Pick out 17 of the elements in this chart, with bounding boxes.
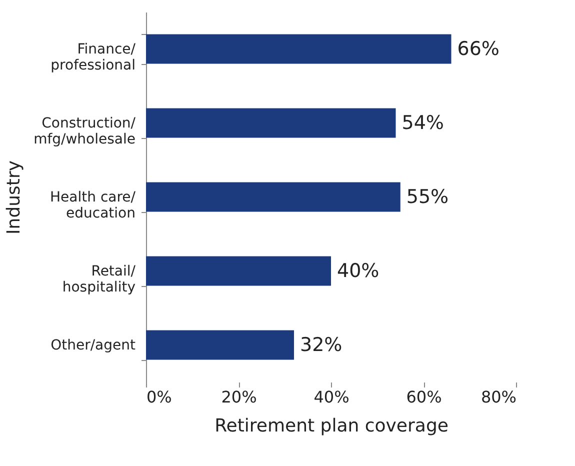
- x-tick-label: 80%: [480, 388, 516, 406]
- x-tick-label: 60%: [406, 388, 442, 406]
- y-tick-label: Retail/ hospitality: [62, 264, 136, 296]
- y-tick-label: Construction/ mfg/wholesale: [34, 116, 136, 148]
- y-tick-label: Health care/ education: [50, 190, 136, 222]
- y-tick-label: Finance/ professional: [50, 42, 136, 74]
- y-axis-title: Industry: [4, 160, 25, 235]
- x-tick-label: 0%: [146, 388, 172, 406]
- x-tick-label: 20%: [221, 388, 257, 406]
- data-label: 66%: [457, 38, 500, 60]
- x-tick-label: 40%: [314, 388, 350, 406]
- data-label: 40%: [337, 260, 380, 282]
- data-label: 54%: [402, 112, 444, 134]
- x-axis-title: Retirement plan coverage: [214, 416, 448, 436]
- data-label: 32%: [300, 334, 342, 356]
- y-tick-label: Other/agent: [50, 338, 136, 354]
- data-label: 55%: [406, 186, 449, 208]
